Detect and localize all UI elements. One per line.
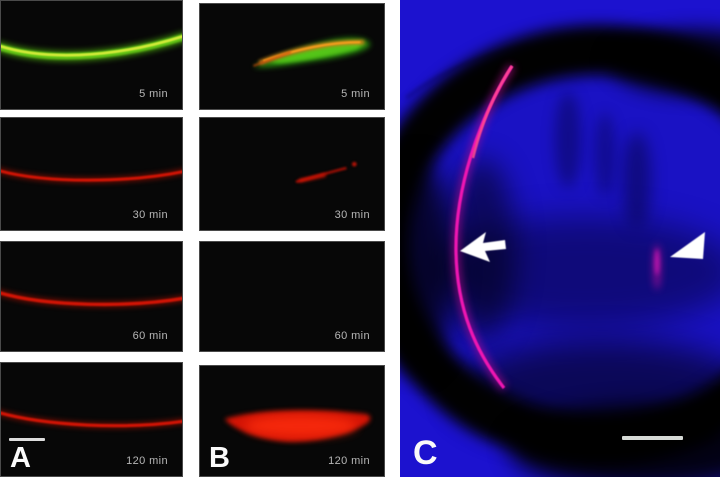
scale-bar — [622, 436, 683, 440]
fluorescence-image — [253, 38, 371, 68]
time-label: 60 min — [334, 330, 370, 342]
interior-wisp — [595, 113, 615, 197]
time-label: 30 min — [132, 209, 168, 221]
arrowhead-icon — [670, 232, 705, 259]
fluorescence-image — [1, 289, 182, 309]
fluorescence-image — [295, 161, 357, 184]
red-dot — [351, 161, 357, 167]
time-label: 30 min — [334, 209, 370, 221]
fluorescence-image — [1, 409, 182, 430]
panel-label-a: A — [10, 442, 31, 474]
panel-a-frame-30min: 30 min — [0, 117, 183, 231]
left-pointing-arrow-icon — [460, 232, 506, 262]
red-arc — [1, 291, 182, 307]
red-tail — [253, 51, 292, 67]
fluorescence-image — [1, 167, 182, 184]
time-label: 5 min — [341, 88, 370, 100]
panel-label-b: B — [209, 442, 230, 474]
green-arc-core — [1, 35, 182, 57]
interior-wisp — [555, 92, 581, 188]
ring-thickening-bottom — [510, 406, 720, 477]
panel-label-c: C — [413, 434, 438, 472]
panel-c-embryo-overview: C — [400, 0, 720, 477]
panel-b-frame-60min: 60 min — [199, 241, 385, 352]
time-label: 120 min — [126, 455, 168, 467]
time-label: 120 min — [328, 455, 370, 467]
red-arc — [1, 411, 182, 428]
ring-thickening-top-right — [610, 30, 720, 94]
panel-b-frame-30min: 30 min — [199, 117, 385, 231]
panel-a-frame-60min: 60 min — [0, 241, 183, 352]
panel-b-frame-120min: B 120 min — [199, 365, 385, 477]
fluorescence-image — [1, 31, 182, 62]
green-blob-core — [269, 42, 362, 63]
fluorescence-image — [224, 410, 371, 442]
red-arc — [1, 169, 182, 182]
scale-bar — [9, 437, 45, 441]
faint-magenta-streak-core — [654, 249, 660, 275]
red-crescent-core — [245, 415, 357, 437]
magenta-arc-top-highlight — [471, 65, 514, 159]
panel-a-frame-5min: 5 min — [0, 0, 183, 110]
red-streak-core — [298, 173, 327, 183]
time-label: 60 min — [132, 330, 168, 342]
interior-wisp — [623, 132, 651, 228]
time-label: 5 min — [139, 88, 168, 100]
ring-thickening-left — [400, 160, 454, 370]
panel-a-frame-120min: A 120 min — [0, 362, 183, 477]
embryo-image — [400, 0, 720, 477]
panel-b-frame-5min: 5 min — [199, 3, 385, 110]
